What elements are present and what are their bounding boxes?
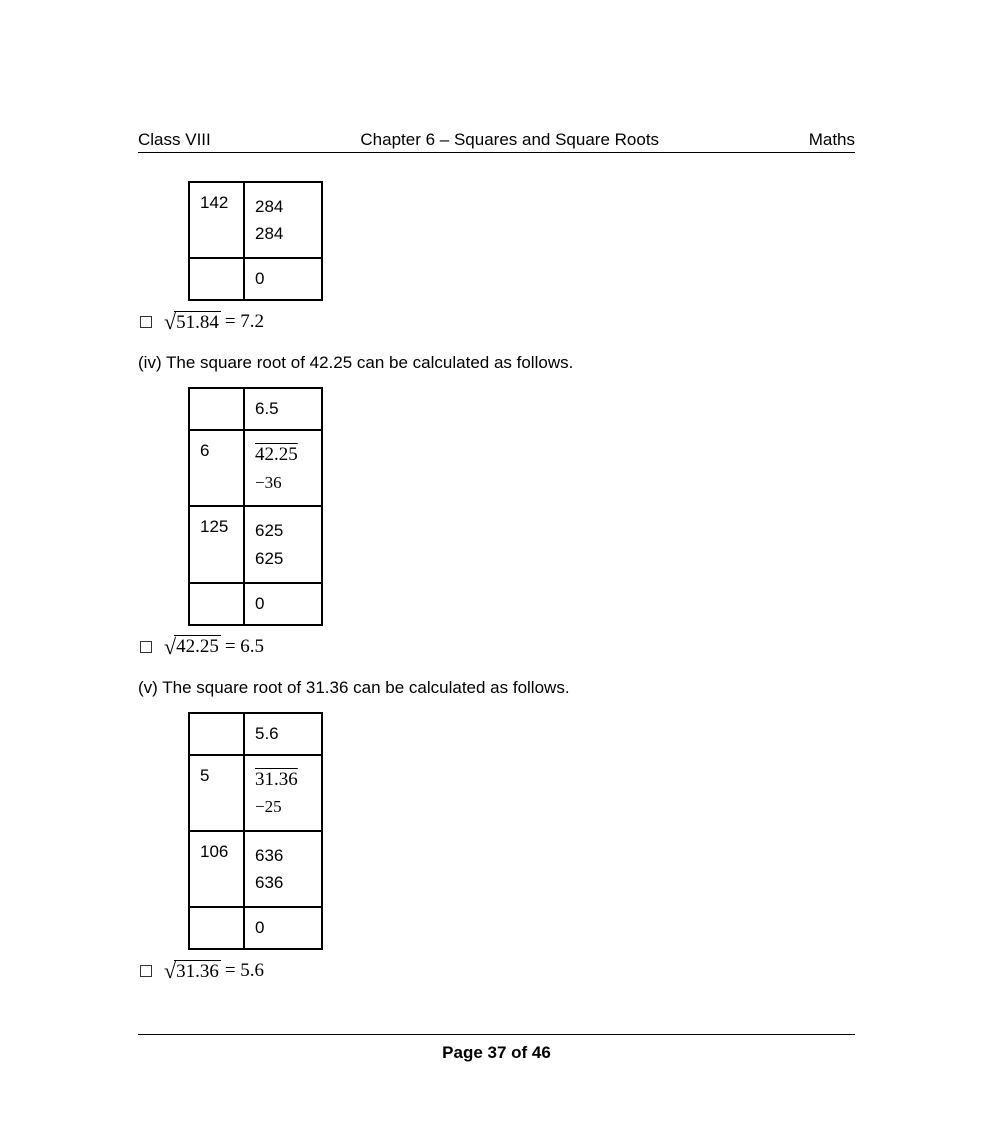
result-line-2: √ 42.25 = 6.5 xyxy=(140,634,855,660)
divisor-cell xyxy=(189,713,244,755)
work-cell: 31.36 −25 xyxy=(244,755,322,831)
table-row: 6.5 xyxy=(189,388,322,430)
work-cell: 42.25 −36 xyxy=(244,430,322,506)
page-container: Class VIII Chapter 6 – Squares and Squar… xyxy=(0,0,993,1144)
computation-table-1: 142 284 284 0 xyxy=(188,181,323,301)
table-row: 5.6 xyxy=(189,713,322,755)
checkbox-icon xyxy=(140,316,152,328)
work-cell: 625 625 xyxy=(244,506,322,582)
work-cell: 0 xyxy=(244,907,322,949)
table-row: 5 31.36 −25 xyxy=(189,755,322,831)
divisor-cell: 5 xyxy=(189,755,244,831)
table-row: 106 636 636 xyxy=(189,831,322,907)
divisor-cell: 106 xyxy=(189,831,244,907)
result-line-3: √ 31.36 = 5.6 xyxy=(140,958,855,984)
divisor-cell xyxy=(189,388,244,430)
table-row: 6 42.25 −36 xyxy=(189,430,322,506)
page-number: Page 37 of 46 xyxy=(138,1043,855,1063)
work-cell: 0 xyxy=(244,258,322,300)
class-label: Class VIII xyxy=(138,130,211,150)
divisor-cell xyxy=(189,907,244,949)
table-row: 0 xyxy=(189,907,322,949)
section-v-text: (v) The square root of 31.36 can be calc… xyxy=(138,678,855,698)
footer-divider xyxy=(138,1034,855,1035)
divisor-cell xyxy=(189,583,244,625)
divisor-cell xyxy=(189,258,244,300)
checkbox-icon xyxy=(140,641,152,653)
checkbox-icon xyxy=(140,965,152,977)
computation-table-2: 6.5 6 42.25 −36 125 625 625 0 xyxy=(188,387,323,625)
table-row: 142 284 284 xyxy=(189,182,322,258)
work-cell: 636 636 xyxy=(244,831,322,907)
work-cell: 0 xyxy=(244,583,322,625)
sqrt-expression: √ 42.25 = 6.5 xyxy=(164,634,264,660)
quotient-cell: 6.5 xyxy=(244,388,322,430)
table-row: 0 xyxy=(189,583,322,625)
computation-table-3: 5.6 5 31.36 −25 106 636 636 0 xyxy=(188,712,323,950)
sqrt-expression: √ 31.36 = 5.6 xyxy=(164,958,264,984)
table-row: 0 xyxy=(189,258,322,300)
result-line-1: √ 51.84 = 7.2 xyxy=(140,309,855,335)
divisor-cell: 125 xyxy=(189,506,244,582)
subject-label: Maths xyxy=(809,130,855,150)
header-row: Class VIII Chapter 6 – Squares and Squar… xyxy=(138,130,855,153)
table-row: 125 625 625 xyxy=(189,506,322,582)
work-cell: 284 284 xyxy=(244,182,322,258)
quotient-cell: 5.6 xyxy=(244,713,322,755)
divisor-cell: 6 xyxy=(189,430,244,506)
section-iv-text: (iv) The square root of 42.25 can be cal… xyxy=(138,353,855,373)
chapter-label: Chapter 6 – Squares and Square Roots xyxy=(360,130,659,150)
sqrt-expression: √ 51.84 = 7.2 xyxy=(164,309,264,335)
divisor-cell: 142 xyxy=(189,182,244,258)
